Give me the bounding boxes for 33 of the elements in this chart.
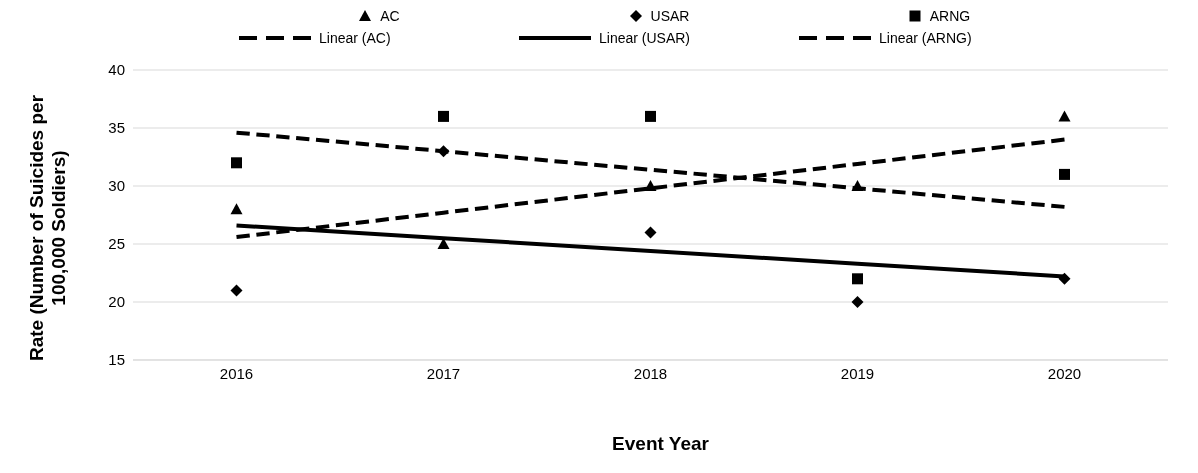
y-axis-title: Rate (Number of Suicides per 100,000 Soldiers)	[26, 93, 70, 364]
point	[852, 273, 863, 285]
legend-label: Linear (AC)	[319, 30, 391, 46]
legend-label: Linear (USAR)	[599, 30, 691, 46]
point	[851, 180, 864, 191]
point	[437, 145, 450, 158]
y-tick-label: 15	[108, 351, 125, 369]
y-tick-label: 25	[108, 235, 125, 253]
legend-label: USAR	[650, 8, 690, 24]
point	[644, 226, 657, 239]
x-tick-label: 2020	[1047, 364, 1082, 382]
point	[230, 203, 243, 215]
y-tick-label: 40	[108, 61, 125, 79]
point	[851, 296, 864, 308]
x-tick-label: 2016	[219, 364, 254, 382]
x-axis-title: Event Year	[611, 433, 710, 455]
point	[230, 284, 243, 297]
point	[1059, 168, 1070, 180]
point	[438, 110, 449, 122]
point	[645, 110, 656, 122]
legend-label: Linear (ARNG)	[879, 30, 972, 46]
x-tick-label: 2017	[426, 364, 461, 382]
point	[1058, 110, 1071, 122]
x-tick-label: 2018	[633, 364, 668, 382]
y-tick-label: 20	[108, 293, 125, 311]
legend-label: ARNG	[929, 8, 971, 24]
y-tick-label: 35	[108, 119, 125, 137]
legend-label: AC	[380, 8, 400, 24]
x-tick-label: 2019	[840, 364, 875, 382]
point	[1058, 272, 1071, 285]
point	[231, 157, 242, 169]
point	[644, 180, 657, 191]
y-tick-label: 30	[108, 177, 125, 195]
